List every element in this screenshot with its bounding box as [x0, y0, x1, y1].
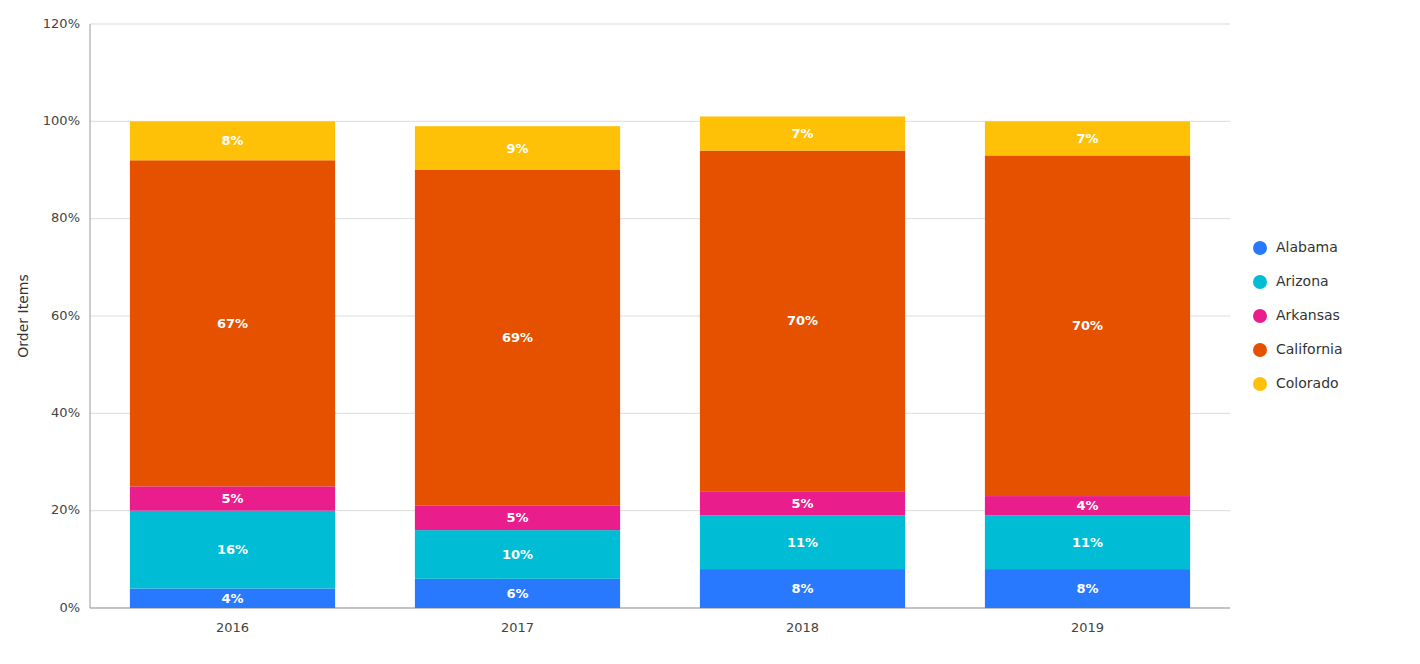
- data-label: 8%: [221, 133, 243, 148]
- y-tick-label: 120%: [43, 16, 80, 31]
- bars: [130, 116, 1190, 608]
- y-tick-label: 100%: [43, 113, 80, 128]
- x-tick-label: 2019: [1071, 620, 1104, 635]
- y-axis: 0% 20% 40% 60% 80% 100% 120%: [43, 16, 1230, 615]
- bar-segment: [700, 151, 905, 492]
- bar-segment: [415, 579, 620, 608]
- legend: Alabama Arizona Arkansas California Colorado: [1253, 239, 1342, 391]
- data-label: 5%: [791, 496, 813, 511]
- bar-segment: [415, 126, 620, 170]
- legend-label: Alabama: [1276, 239, 1338, 255]
- data-label: 69%: [502, 330, 533, 345]
- legend-label: Arizona: [1276, 273, 1329, 289]
- data-labels: 4% 6% 8% 8% 16% 10% 11% 11% 5% 5% 5% 4% 67% 69% 70% 70%…: [217, 126, 1103, 606]
- bar-segment: [700, 116, 905, 150]
- bar-segment: [415, 170, 620, 506]
- y-tick-label: 60%: [51, 308, 80, 323]
- data-label: 5%: [506, 510, 528, 525]
- bar-segment: [700, 516, 905, 570]
- data-label: 7%: [1076, 131, 1098, 146]
- bar-segment: [985, 121, 1190, 155]
- bar-segment: [985, 569, 1190, 608]
- y-axis-label: Order Items: [15, 274, 31, 357]
- data-label: 8%: [1076, 581, 1098, 596]
- bar-segment: [130, 589, 335, 608]
- data-label: 8%: [791, 581, 813, 596]
- legend-label: California: [1276, 341, 1342, 357]
- legend-marker: [1253, 377, 1267, 391]
- bar-segment: [415, 530, 620, 579]
- data-label: 10%: [502, 547, 533, 562]
- data-label: 5%: [221, 491, 243, 506]
- data-label: 70%: [1072, 318, 1103, 333]
- legend-label: Colorado: [1276, 375, 1339, 391]
- grid-line: [90, 24, 1230, 25]
- bar-segment: [130, 121, 335, 160]
- bar-segment: [985, 516, 1190, 570]
- y-tick-label: 40%: [51, 405, 80, 420]
- data-label: 6%: [506, 586, 528, 601]
- bar-segment: [700, 569, 905, 608]
- legend-marker: [1253, 275, 1267, 289]
- data-label: 4%: [1076, 498, 1098, 513]
- x-tick-label: 2018: [786, 620, 819, 635]
- y-tick-label: 80%: [51, 210, 80, 225]
- bar-segment: [415, 506, 620, 530]
- data-label: 70%: [787, 313, 818, 328]
- data-label: 9%: [506, 141, 528, 156]
- data-label: 7%: [791, 126, 813, 141]
- data-label: 11%: [787, 535, 818, 550]
- bar-segment: [985, 496, 1190, 515]
- bar-segment: [130, 160, 335, 486]
- bar-segment: [700, 491, 905, 515]
- data-label: 11%: [1072, 535, 1103, 550]
- bar-segment: [130, 486, 335, 510]
- legend-marker: [1253, 241, 1267, 255]
- x-tick-label: 2016: [216, 620, 249, 635]
- y-tick-label: 20%: [51, 502, 80, 517]
- legend-marker: [1253, 309, 1267, 323]
- data-label: 4%: [221, 591, 243, 606]
- data-label: 16%: [217, 542, 248, 557]
- chart: 0% 20% 40% 60% 80% 100% 120% Order Items 2016 201…: [0, 0, 1420, 664]
- data-label: 67%: [217, 316, 248, 331]
- bar-segment: [985, 155, 1190, 496]
- bar-segment: [130, 511, 335, 589]
- y-axis-line: [90, 24, 91, 608]
- legend-label: Arkansas: [1276, 307, 1340, 323]
- y-tick-label: 0%: [59, 600, 80, 615]
- legend-marker: [1253, 343, 1267, 357]
- x-tick-label: 2017: [501, 620, 534, 635]
